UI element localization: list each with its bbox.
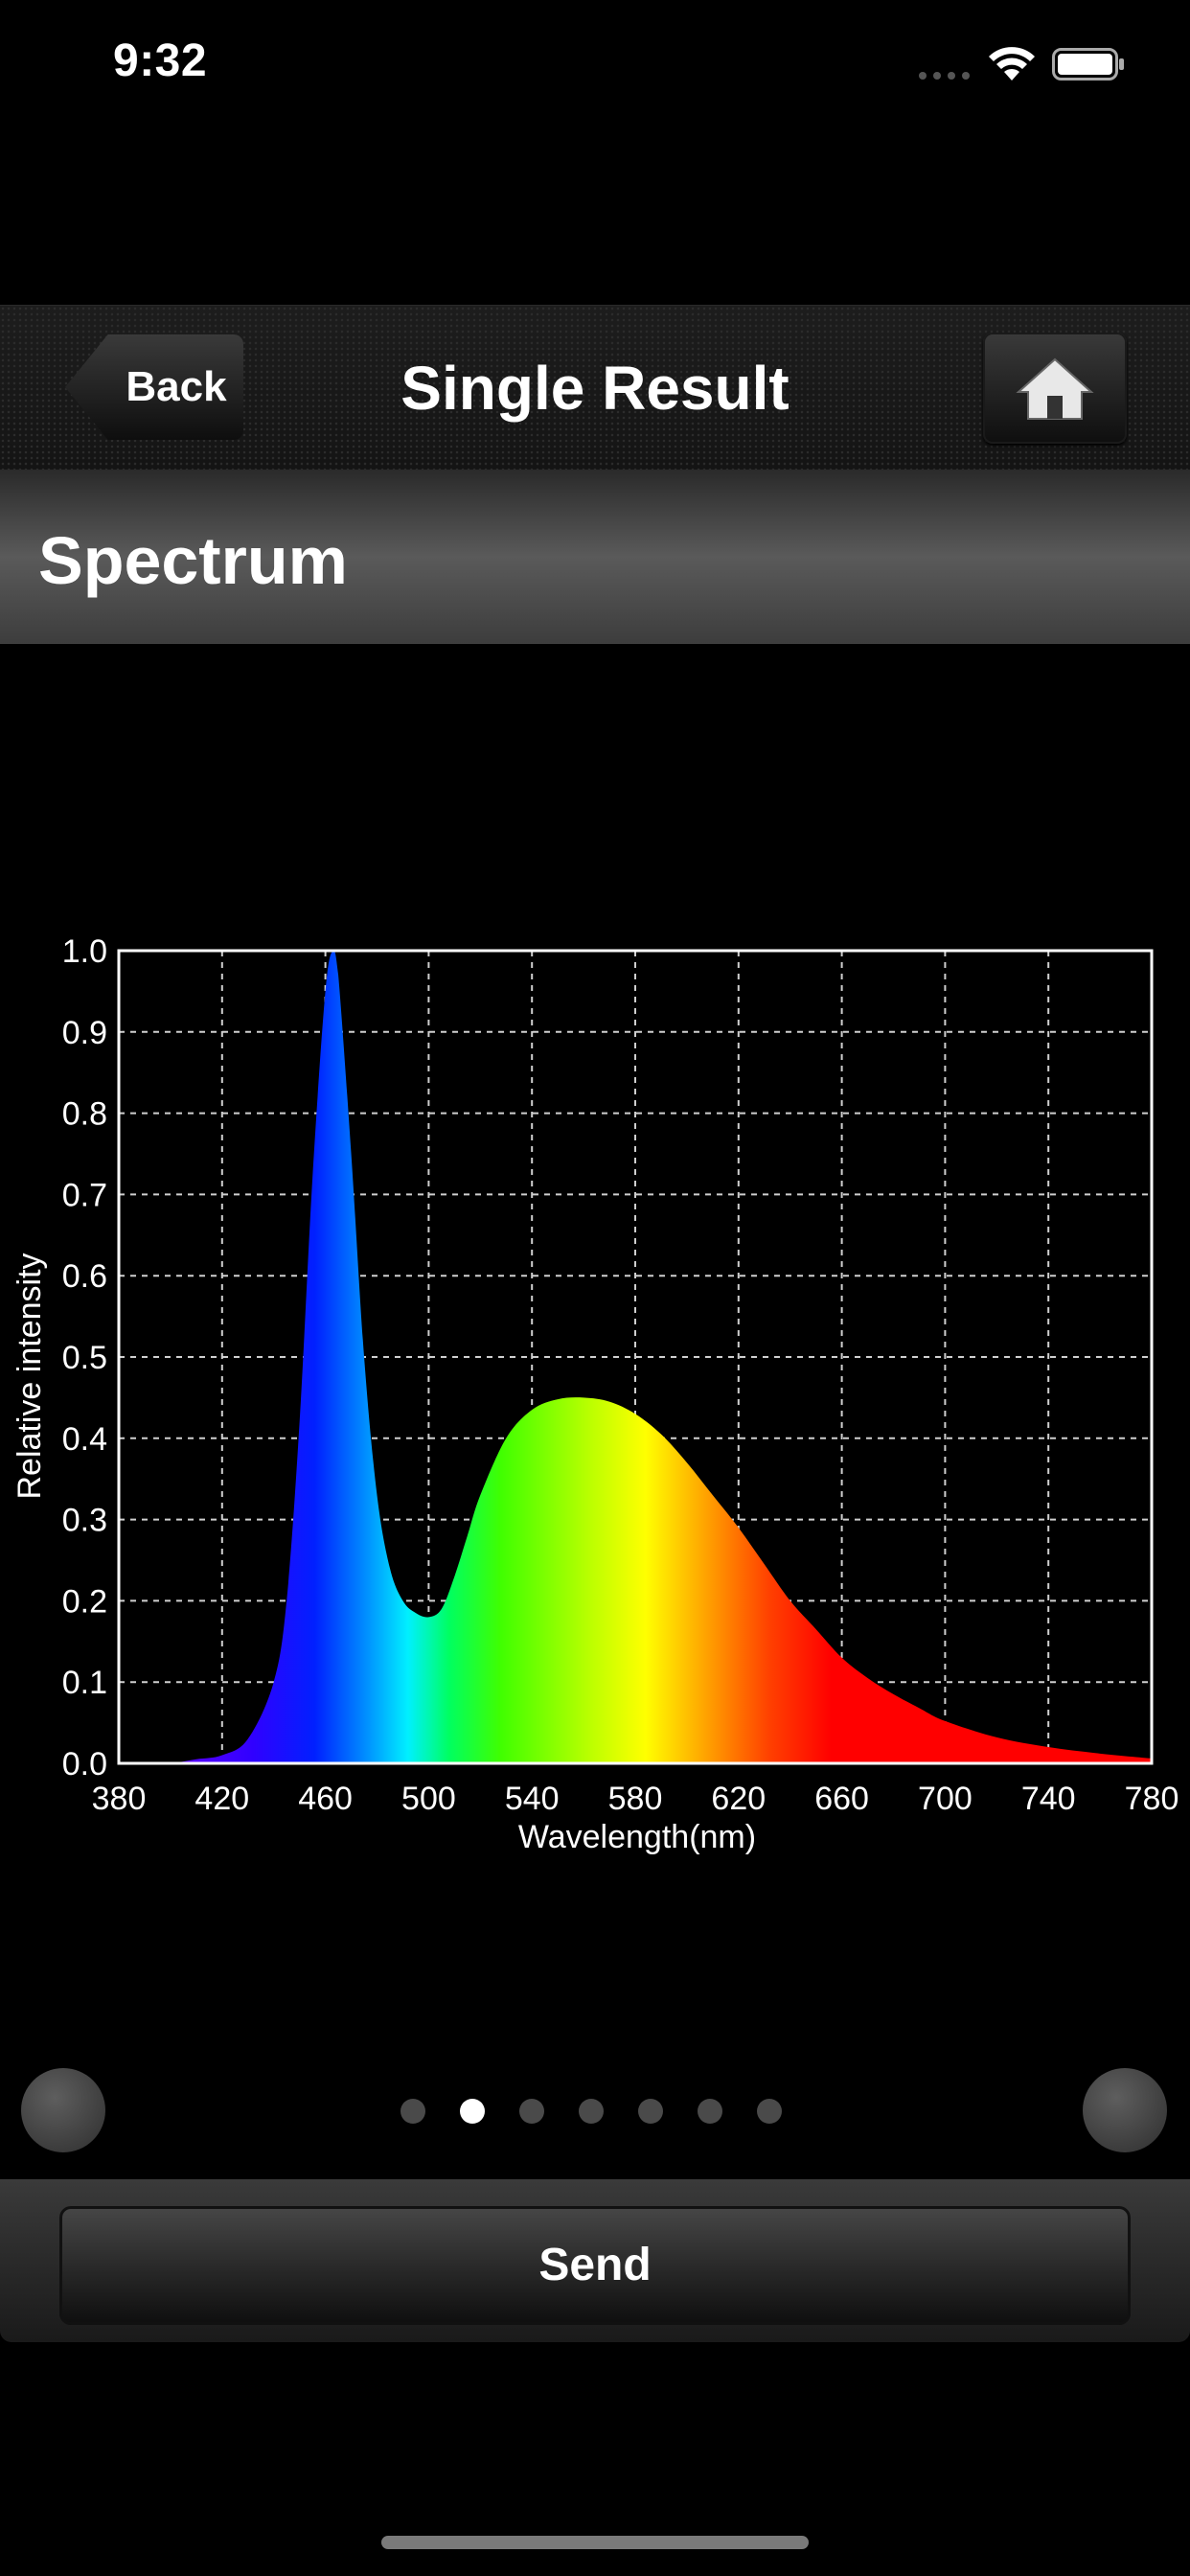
home-button[interactable] — [983, 333, 1127, 444]
page-dot[interactable] — [579, 2099, 604, 2124]
y-tick-label: 0.3 — [62, 1503, 107, 1539]
x-tick-labels: 380 420 460 500 540 580 620 660 700 740 780 — [92, 1781, 1179, 1817]
page-dot[interactable] — [638, 2099, 663, 2124]
page-dot[interactable] — [400, 2099, 425, 2124]
x-tick-label: 740 — [1021, 1781, 1076, 1817]
x-tick-label: 700 — [918, 1781, 973, 1817]
plot-frame — [117, 949, 1154, 1765]
x-axis-label: Wavelength(nm) — [518, 1819, 756, 1855]
x-tick-label: 780 — [1125, 1781, 1179, 1817]
page-title: Single Result — [400, 354, 790, 423]
next-page-button[interactable] — [1083, 2068, 1167, 2152]
y-tick-label: 0.1 — [62, 1665, 107, 1701]
y-tick-label: 0.8 — [62, 1096, 107, 1133]
wifi-icon — [989, 47, 1035, 80]
cellular-signal-icon — [919, 72, 970, 80]
page-dot[interactable] — [698, 2099, 722, 2124]
x-tick-label: 420 — [195, 1781, 249, 1817]
x-tick-label: 660 — [814, 1781, 869, 1817]
y-tick-labels: 0.0 0.1 0.2 0.3 0.4 0.5 0.6 0.7 0.8 0.9 1.0 — [62, 933, 107, 1782]
x-tick-label: 500 — [401, 1781, 456, 1817]
spectrum-chart: 380 420 460 500 540 580 620 660 700 740 780 0.0 0.1… — [11, 933, 1179, 1855]
section-header: Spectrum — [0, 470, 1190, 644]
y-tick-label: 0.2 — [62, 1583, 107, 1620]
home-icon — [1016, 357, 1094, 420]
send-button-label: Send — [538, 2240, 652, 2290]
y-tick-label: 0.7 — [62, 1177, 107, 1213]
home-indicator — [381, 2536, 809, 2549]
page-indicator[interactable] — [400, 2099, 782, 2124]
section-title: Spectrum — [38, 523, 348, 598]
x-tick-label: 540 — [505, 1781, 560, 1817]
x-tick-label: 620 — [711, 1781, 766, 1817]
previous-page-button[interactable] — [21, 2068, 105, 2152]
y-tick-label: 0.6 — [62, 1258, 107, 1295]
y-tick-label: 0.0 — [62, 1746, 107, 1782]
x-tick-label: 380 — [92, 1781, 147, 1817]
back-button-label: Back — [126, 363, 227, 410]
page-dot[interactable] — [460, 2099, 485, 2124]
send-button[interactable]: Send — [59, 2206, 1131, 2325]
battery-icon — [1052, 48, 1124, 80]
y-tick-label: 0.9 — [62, 1015, 107, 1051]
spectrum-area — [119, 951, 1152, 1763]
status-time: 9:32 — [113, 35, 208, 86]
x-tick-label: 580 — [608, 1781, 663, 1817]
x-tick-label: 460 — [298, 1781, 353, 1817]
y-axis-label: Relative intensity — [11, 1253, 48, 1499]
back-button[interactable]: Back — [65, 334, 243, 440]
y-tick-label: 0.5 — [62, 1340, 107, 1376]
bottom-toolbar: Send — [0, 2179, 1190, 2342]
y-tick-label: 1.0 — [62, 933, 107, 970]
navigation-bar: Back Single Result — [0, 305, 1190, 472]
page-dot[interactable] — [757, 2099, 782, 2124]
page-dot[interactable] — [519, 2099, 544, 2124]
y-tick-label: 0.4 — [62, 1421, 107, 1458]
